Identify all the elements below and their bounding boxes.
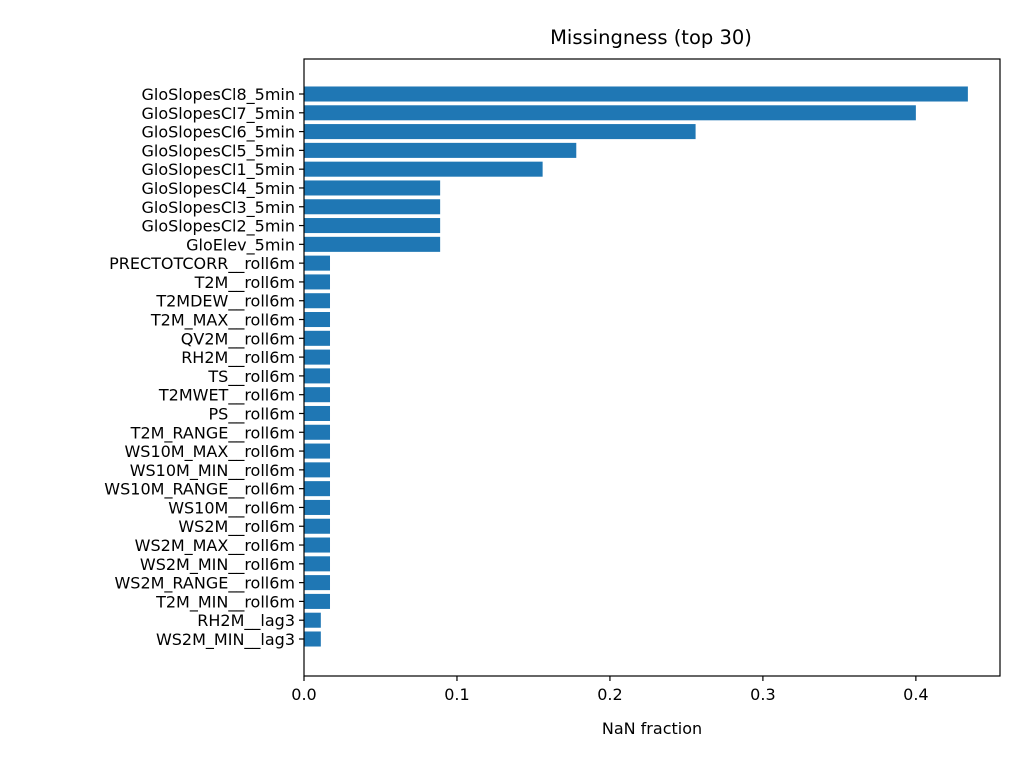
x-tick-label: 0.1 — [444, 685, 469, 704]
bar-WS10M_RANGE__roll6m — [304, 481, 331, 497]
bar-GloSlopesCl5_5min — [304, 142, 577, 158]
y-tick-label: QV2M__roll6m — [181, 329, 295, 349]
bar-GloSlopesCl6_5min — [304, 124, 696, 140]
y-tick-label: RH2M__lag3 — [197, 611, 295, 631]
bar-WS2M_RANGE__roll6m — [304, 575, 331, 591]
bar-RH2M__lag3 — [304, 612, 321, 628]
axes-frame — [303, 58, 1001, 677]
y-tick-label: GloSlopesCl2_5min — [141, 217, 295, 237]
y-tick-label: GloSlopesCl4_5min — [141, 179, 295, 199]
y-tick-label: T2M__roll6m — [194, 273, 295, 293]
y-tick-label: T2M_MAX__roll6m — [150, 311, 295, 331]
y-tick-label: WS10M_RANGE__roll6m — [104, 480, 295, 500]
bar-GloSlopesCl7_5min — [304, 105, 916, 121]
bar-GloElev_5min — [304, 236, 441, 252]
y-tick-label: WS2M_MIN__roll6m — [140, 555, 295, 575]
y-tick-label: PRECTOTCORR__roll6m — [109, 254, 295, 274]
y-tick-label: WS2M_MIN__lag3 — [156, 630, 295, 650]
bar-PS__roll6m — [304, 405, 331, 421]
bar-T2M_RANGE__roll6m — [304, 424, 331, 440]
y-tick-label: WS2M_RANGE__roll6m — [114, 574, 295, 594]
y-tick-label: WS10M_MIN__roll6m — [130, 461, 295, 481]
x-tick-label: 0.2 — [597, 685, 622, 704]
bar-T2M__roll6m — [304, 274, 331, 290]
bar-GloSlopesCl2_5min — [304, 218, 441, 234]
bar-WS10M_MAX__roll6m — [304, 443, 331, 459]
bar-WS2M__roll6m — [304, 518, 331, 534]
y-tick-label: WS10M__roll6m — [168, 498, 295, 518]
chart-title: Missingness (top 30) — [550, 26, 752, 49]
bar-WS10M__roll6m — [304, 499, 331, 515]
bar-GloSlopesCl8_5min — [304, 86, 968, 102]
y-tick-label: TS__roll6m — [207, 367, 295, 387]
y-tick-label: T2M_MIN__roll6m — [155, 592, 295, 612]
bar-RH2M__roll6m — [304, 349, 331, 365]
bar-T2MDEW__roll6m — [304, 293, 331, 309]
bar-T2M_MIN__roll6m — [304, 593, 331, 609]
y-tick-label: GloSlopesCl7_5min — [141, 104, 295, 124]
bar-GloSlopesCl4_5min — [304, 180, 441, 196]
y-tick-label: GloElev_5min — [186, 235, 295, 255]
y-tick-label: GloSlopesCl6_5min — [141, 123, 295, 143]
bar-GloSlopesCl1_5min — [304, 161, 543, 177]
y-tick-label: PS__roll6m — [209, 404, 295, 424]
x-tick-label: 0.0 — [291, 685, 316, 704]
bar-QV2M__roll6m — [304, 330, 331, 346]
plot-area: GloSlopesCl8_5minGloSlopesCl7_5minGloSlo… — [104, 85, 968, 704]
y-tick-label: T2MDEW__roll6m — [155, 292, 295, 312]
bar-T2MWET__roll6m — [304, 387, 331, 403]
y-tick-label: T2MWET__roll6m — [158, 386, 295, 406]
x-tick-label: 0.3 — [750, 685, 775, 704]
x-axis-label: NaN fraction — [602, 719, 702, 738]
bar-WS10M_MIN__roll6m — [304, 462, 331, 478]
y-tick-label: GloSlopesCl3_5min — [141, 198, 295, 218]
bar-GloSlopesCl3_5min — [304, 199, 441, 215]
bar-TS__roll6m — [304, 368, 331, 384]
bar-WS2M_MAX__roll6m — [304, 537, 331, 553]
bar-WS2M_MIN__lag3 — [304, 631, 321, 647]
y-tick-label: GloSlopesCl8_5min — [141, 85, 295, 105]
y-tick-label: WS10M_MAX__roll6m — [124, 442, 295, 462]
bar-T2M_MAX__roll6m — [304, 312, 331, 328]
y-tick-label: WS2M_MAX__roll6m — [135, 536, 295, 556]
y-tick-label: RH2M__roll6m — [181, 348, 295, 368]
bar-WS2M_MIN__roll6m — [304, 556, 331, 572]
y-tick-label: T2M_RANGE__roll6m — [130, 423, 295, 443]
bar-PRECTOTCORR__roll6m — [304, 255, 331, 271]
x-tick-label: 0.4 — [903, 685, 928, 704]
y-tick-label: GloSlopesCl1_5min — [141, 160, 295, 180]
y-tick-label: WS2M__roll6m — [178, 517, 295, 537]
y-tick-label: GloSlopesCl5_5min — [141, 141, 295, 161]
